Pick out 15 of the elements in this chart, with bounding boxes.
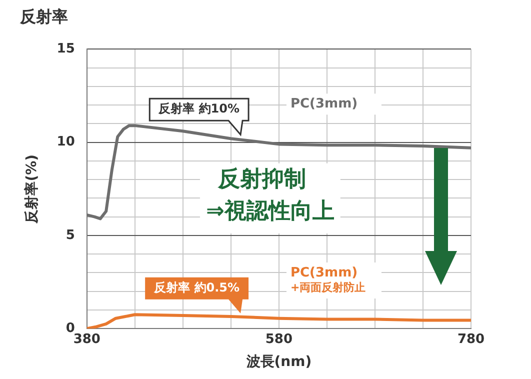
y-tick-label: 5 [66, 228, 75, 243]
annotation: 反射抑制 ⇒視認性向上 [206, 167, 334, 224]
x-tick-label: 580 [265, 332, 293, 347]
y-tick-label: 10 [56, 134, 75, 150]
x-axis-title: 波長(nm) [245, 354, 312, 370]
y-axis-title: 反射率(%) [23, 154, 40, 224]
x-tick-label: 780 [457, 332, 485, 347]
x-tick-label: 380 [73, 332, 100, 347]
text: PC(3mm) [290, 96, 358, 112]
series-label: PC(3mm) +両面反射防止 [290, 265, 366, 294]
annotation: 反射率 約10% [158, 102, 240, 116]
y-tick-label: 0 [66, 320, 75, 336]
annotation: 反射率 約0.5% [153, 280, 240, 295]
y-tick-label: 15 [56, 42, 75, 57]
chart-title: 反射率 [19, 6, 68, 26]
